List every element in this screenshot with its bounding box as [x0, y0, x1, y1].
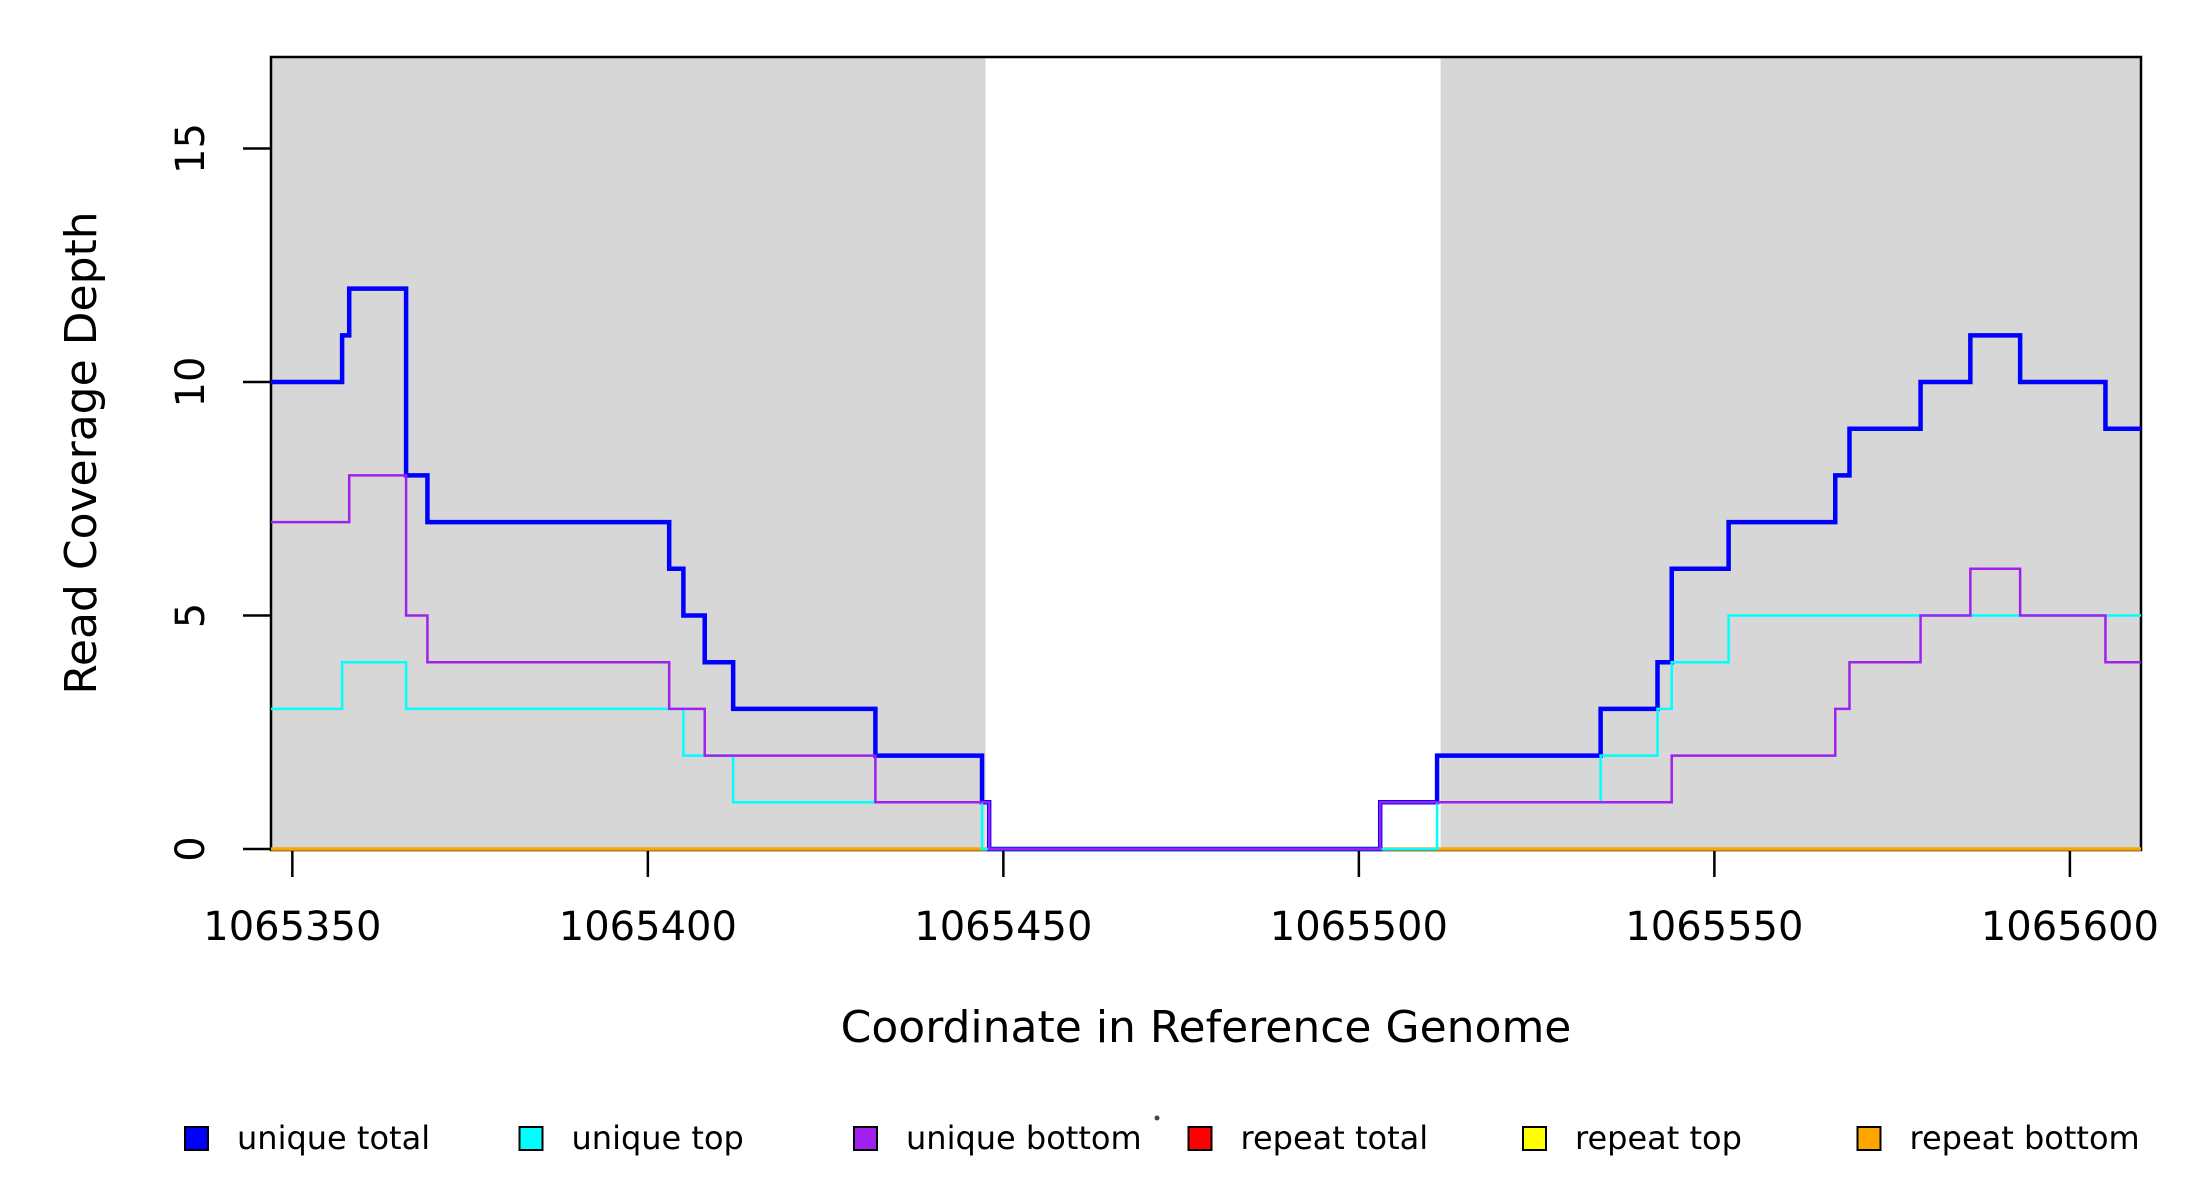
legend-label: unique bottom: [906, 1119, 1142, 1157]
legend-label: repeat total: [1241, 1119, 1429, 1157]
y-axis-tick-label: 0: [168, 836, 214, 861]
x-axis-title: Coordinate in Reference Genome: [841, 1002, 1572, 1053]
y-axis-title: Read Coverage Depth: [56, 211, 107, 694]
x-axis-tick-label: 1065500: [1270, 904, 1448, 950]
legend-swatch: [1856, 1126, 1882, 1151]
legend: unique total unique top unique bottom repea…: [184, 1119, 2140, 1157]
series-line-unique-bottom: [271, 474, 2141, 851]
legend-item: unique top: [518, 1119, 744, 1157]
x-axis-tick-label: 1065450: [914, 904, 1092, 950]
x-axis-tick-label: 1065600: [1981, 904, 2159, 950]
y-axis-tick-label: 15: [168, 123, 214, 174]
legend-item: repeat total: [1187, 1119, 1429, 1157]
shaded-region: [271, 57, 986, 849]
x-axis-tick-label: 1065400: [559, 904, 737, 950]
legend-label: unique total: [237, 1119, 430, 1157]
legend-label: unique top: [572, 1119, 744, 1157]
x-axis-tick-label: 1065550: [1625, 904, 1803, 950]
series-lines: [271, 286, 2141, 852]
legend-swatch: [184, 1126, 209, 1151]
legend-swatch: [1187, 1126, 1213, 1151]
legend-label: repeat bottom: [1910, 1119, 2140, 1157]
x-axis-tick-label: 1065350: [203, 904, 381, 950]
y-axis: 0 5 10 15: [168, 123, 271, 862]
legend-swatch: [1522, 1126, 1547, 1151]
shaded-region: [1440, 57, 2141, 849]
legend-swatch: [853, 1126, 878, 1151]
legend-label: repeat top: [1575, 1119, 1742, 1157]
x-axis: 1065350 1065400 1065450 1065500 1065550 10656…: [203, 849, 2159, 950]
legend-item: unique total: [184, 1119, 430, 1157]
stray-mark: [1154, 1115, 1160, 1121]
y-axis-tick-label: 10: [168, 357, 214, 408]
shaded-regions: [271, 57, 2141, 849]
legend-item: unique bottom: [853, 1119, 1142, 1157]
legend-item: repeat bottom: [1856, 1119, 2140, 1157]
y-axis-tick-label: 5: [168, 603, 214, 628]
legend-swatch: [518, 1126, 544, 1151]
legend-item: repeat top: [1522, 1119, 1742, 1157]
